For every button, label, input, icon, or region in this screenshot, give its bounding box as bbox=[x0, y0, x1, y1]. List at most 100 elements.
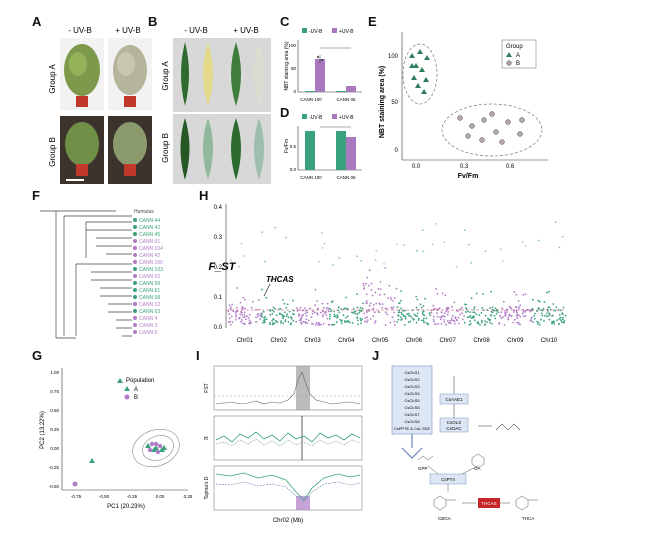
h-chr-label: Chr06 bbox=[406, 338, 423, 344]
g-xtick: 0.00 bbox=[156, 494, 165, 499]
h-point bbox=[491, 306, 494, 309]
e-point-b bbox=[457, 115, 463, 121]
h-point bbox=[264, 315, 267, 318]
leaf-b-plus-2 bbox=[254, 118, 264, 180]
h-point bbox=[536, 323, 539, 325]
h-point bbox=[432, 304, 435, 307]
h-point bbox=[429, 314, 432, 317]
h-point bbox=[320, 231, 323, 234]
h-point bbox=[440, 323, 443, 325]
h-point bbox=[548, 290, 550, 293]
h-ytick-2: 0.2 bbox=[214, 265, 223, 271]
h-point bbox=[272, 318, 274, 320]
h-point bbox=[415, 321, 418, 324]
h-point bbox=[416, 249, 418, 252]
h-point bbox=[461, 306, 463, 309]
h-point bbox=[472, 317, 474, 319]
h-point bbox=[381, 306, 383, 309]
h-point bbox=[432, 315, 435, 318]
h-point bbox=[236, 306, 238, 309]
photo-group-a-minus bbox=[60, 38, 104, 110]
h-point bbox=[518, 308, 520, 310]
h-point bbox=[327, 324, 330, 326]
h-point bbox=[377, 287, 380, 290]
h-point bbox=[540, 312, 543, 315]
h-point bbox=[228, 304, 231, 307]
h-point bbox=[469, 314, 472, 317]
h-point bbox=[338, 257, 341, 259]
h-point bbox=[230, 315, 233, 318]
h-point bbox=[239, 313, 242, 316]
h-point bbox=[322, 322, 325, 325]
j-gene-label: CsPPTE & CsL SEE bbox=[394, 426, 431, 431]
h-point bbox=[276, 321, 279, 324]
h-point bbox=[442, 319, 445, 321]
h-point bbox=[265, 296, 268, 299]
h-point bbox=[264, 260, 266, 263]
h-point bbox=[269, 321, 271, 324]
h-point bbox=[486, 321, 488, 323]
h-point bbox=[356, 293, 358, 296]
h-point bbox=[521, 312, 524, 315]
h-chr-label: Chr09 bbox=[507, 338, 524, 344]
h-point bbox=[402, 309, 405, 312]
h-point bbox=[374, 311, 376, 313]
h-point bbox=[247, 316, 250, 319]
h-point bbox=[464, 303, 466, 306]
h-point bbox=[230, 306, 232, 309]
g-ytick: 0.25 bbox=[50, 427, 59, 432]
h-point bbox=[362, 284, 365, 287]
h-point bbox=[409, 320, 412, 323]
h-point bbox=[269, 309, 271, 311]
h-point bbox=[255, 316, 257, 318]
h-point bbox=[446, 313, 449, 316]
f-tip-label: CANN 12 bbox=[139, 302, 160, 308]
h-point bbox=[365, 282, 367, 285]
leaf-a-minus-2 bbox=[203, 42, 213, 106]
e-point-b bbox=[481, 117, 487, 123]
h-point bbox=[481, 307, 483, 309]
h-point bbox=[261, 312, 263, 315]
h-point bbox=[519, 323, 522, 326]
h-point bbox=[516, 314, 518, 317]
h-point bbox=[359, 317, 362, 320]
h-point bbox=[238, 317, 240, 320]
h-point bbox=[377, 311, 380, 313]
d-legend-plus: +UV-B bbox=[339, 115, 354, 121]
h-point bbox=[563, 320, 566, 322]
j-enzyme-pt4-label: CsPT4 bbox=[441, 477, 455, 482]
h-point bbox=[560, 319, 562, 322]
h-point bbox=[500, 311, 503, 314]
h-point bbox=[487, 317, 489, 320]
h-point bbox=[507, 317, 509, 319]
h-point bbox=[351, 311, 353, 314]
h-point bbox=[262, 319, 265, 322]
h-point bbox=[369, 302, 372, 305]
h-point bbox=[300, 319, 303, 321]
h-point bbox=[513, 290, 516, 293]
h-point bbox=[243, 311, 246, 314]
h-point bbox=[501, 260, 504, 262]
e-cluster-b-ellipse bbox=[441, 103, 543, 157]
h-point bbox=[413, 318, 415, 321]
h-point bbox=[445, 307, 448, 310]
f-tip-label: CANN 61 bbox=[139, 288, 160, 294]
h-point bbox=[314, 304, 317, 307]
j-compound-gpp: GPP bbox=[418, 466, 428, 471]
h-point bbox=[393, 297, 396, 299]
j-compound-cbga: CBGA bbox=[438, 516, 451, 521]
h-point bbox=[450, 317, 453, 319]
h-point bbox=[555, 306, 558, 309]
h-point bbox=[248, 322, 250, 325]
h-point bbox=[433, 320, 435, 323]
h-point bbox=[524, 245, 527, 247]
f-root-label: Humulus bbox=[134, 209, 154, 215]
h-point bbox=[278, 312, 281, 315]
h-point bbox=[542, 307, 545, 310]
h-point bbox=[315, 321, 318, 324]
h-point bbox=[244, 307, 246, 310]
h-point bbox=[524, 309, 527, 312]
h-point bbox=[316, 300, 318, 302]
h-point bbox=[363, 312, 366, 315]
h-point bbox=[393, 311, 395, 314]
